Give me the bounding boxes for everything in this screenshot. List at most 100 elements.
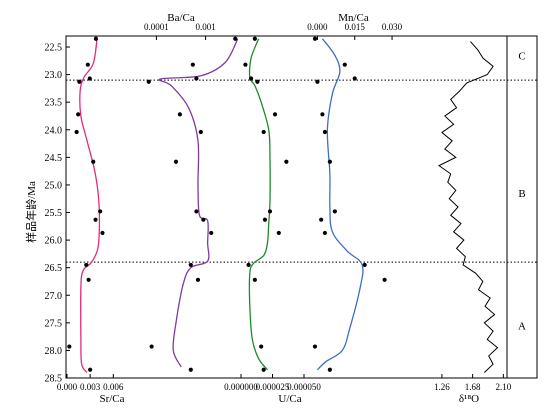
data-point <box>382 277 387 282</box>
data-point <box>315 79 320 84</box>
data-point <box>342 62 347 67</box>
y-axis: 22.5 23.0 23.5 24.0 24.5 25.0 25.5 26.0 26.5 27.0… <box>45 43 70 385</box>
y-tick-label: 26.0 <box>45 236 63 247</box>
y-tick-label: 27.5 <box>45 318 63 329</box>
y-tick-label: 24.0 <box>45 125 63 136</box>
x-tick-label: 0.000 <box>307 22 328 32</box>
x-tick-label: 0.000025 <box>256 382 290 392</box>
data-point <box>173 159 179 164</box>
data-point <box>149 344 154 349</box>
axis-title-d18o: δ¹⁸O <box>459 393 479 405</box>
x-tick-label: 0.003 <box>80 382 101 392</box>
data-point <box>194 76 199 81</box>
data-point <box>272 112 278 117</box>
zone-label-c: C <box>518 50 525 62</box>
panel-mn-ca: 0.000 0.015 0.030 Mn/Ca <box>307 12 403 372</box>
data-point <box>267 209 273 214</box>
series-line-mn-ca <box>316 38 364 371</box>
data-point <box>312 36 318 41</box>
series-line-sr-ca <box>79 38 101 373</box>
data-point <box>322 230 327 236</box>
data-point <box>88 367 93 372</box>
data-point <box>248 76 254 81</box>
x-tick-label: 0.000 <box>57 382 78 392</box>
data-point <box>93 36 99 41</box>
panel-d18o: 1.26 1.68 2.10 δ¹⁸O <box>434 41 512 405</box>
data-point <box>284 159 289 164</box>
data-point <box>319 217 324 222</box>
zone-label-b: B <box>518 188 525 200</box>
plot-border <box>65 35 538 379</box>
x-tick-label: 0.000000 <box>224 382 258 392</box>
y-tick-label: 28.5 <box>45 374 63 385</box>
x-tick-label: 1.26 <box>434 382 450 392</box>
y-tick-label: 23.5 <box>45 98 63 109</box>
reference-lines <box>66 79 537 263</box>
data-point <box>322 129 327 135</box>
plot-frame <box>65 35 538 379</box>
data-point <box>252 36 257 41</box>
y-axis-title: 样品年龄/Ma <box>24 181 38 243</box>
data-point <box>91 159 96 164</box>
axis-title-u-ca: U/Ca <box>278 393 301 405</box>
data-point <box>195 277 201 282</box>
data-point <box>352 76 357 81</box>
data-point <box>276 230 281 236</box>
data-point <box>209 230 214 236</box>
data-point <box>362 262 367 268</box>
data-point <box>233 36 238 41</box>
axis-title-sr-ca: Sr/Ca <box>99 393 124 405</box>
data-point <box>243 62 248 67</box>
y-tick-label: 27.0 <box>45 291 63 302</box>
data-point <box>85 62 90 67</box>
data-point <box>67 344 72 349</box>
data-point <box>255 79 260 84</box>
data-point <box>332 209 337 214</box>
data-point <box>194 209 199 214</box>
x-tick-label: 1.68 <box>465 382 481 392</box>
x-tick-label: 2.10 <box>495 382 511 392</box>
data-point <box>312 344 318 349</box>
data-point <box>262 217 268 222</box>
y-tick-label: 25.0 <box>45 180 63 191</box>
data-point <box>87 76 92 81</box>
data-point <box>190 62 195 67</box>
y-tick-label: 25.5 <box>45 208 63 219</box>
data-point <box>77 79 82 84</box>
x-tick-label: 0.015 <box>345 22 366 32</box>
data-point <box>86 277 91 282</box>
data-point <box>261 129 266 135</box>
data-point <box>100 230 105 236</box>
series-line-d18o <box>438 41 499 373</box>
data-point <box>259 344 264 349</box>
data-point <box>252 277 257 282</box>
data-point <box>246 262 251 268</box>
data-point <box>93 217 98 222</box>
y-tick-label: 22.5 <box>45 43 63 54</box>
data-point <box>261 367 266 372</box>
zone-label-a: A <box>518 321 526 333</box>
x-tick-label: 0.000050 <box>287 382 321 392</box>
data-point <box>177 112 182 117</box>
axis-title-ba-ca: Ba/Ca <box>167 12 195 24</box>
series-line-ba-ca <box>158 38 239 368</box>
data-point <box>320 112 325 117</box>
data-point <box>327 159 332 164</box>
data-point <box>188 262 193 268</box>
data-point <box>98 209 103 214</box>
y-tick-label: 26.5 <box>45 263 63 274</box>
data-point <box>74 129 79 135</box>
data-point <box>327 367 332 372</box>
y-tick-label: 28.0 <box>45 346 63 357</box>
data-point <box>146 79 151 84</box>
y-tick-label: 24.5 <box>45 153 63 164</box>
zone-labels: C B A <box>518 50 526 332</box>
axis-title-mn-ca: Mn/Ca <box>338 12 369 24</box>
x-tick-label: 0.030 <box>382 22 403 32</box>
